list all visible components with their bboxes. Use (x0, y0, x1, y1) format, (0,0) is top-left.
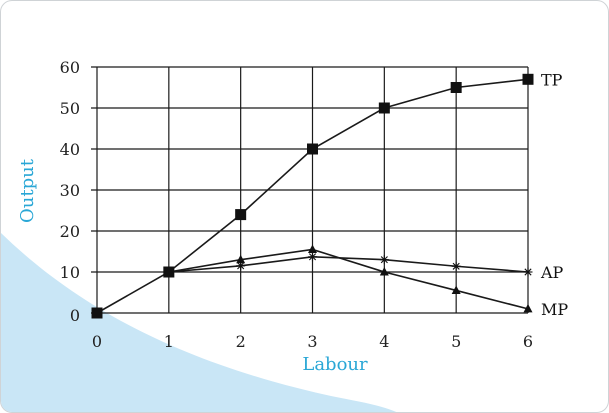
x-tick-label: 4 (379, 332, 389, 351)
x-tick-label: 0 (92, 332, 102, 351)
marker-tp (378, 102, 390, 114)
x-axis-label: Labour (302, 354, 368, 375)
grid-lines (91, 66, 529, 314)
y-tick-label: 0 (70, 306, 80, 325)
marker-tp (450, 82, 462, 93)
y-axis-label: Output (17, 158, 38, 223)
marker-ap (451, 261, 461, 271)
background-swoosh (1, 233, 397, 412)
y-tick-label: 10 (60, 263, 80, 282)
y-tick-label: 60 (60, 58, 80, 77)
y-tick-label: 20 (60, 222, 80, 241)
marker-mp (308, 244, 317, 253)
x-tick-label: 6 (523, 332, 533, 351)
x-tick-label: 3 (307, 332, 317, 351)
marker-ap (308, 252, 317, 262)
marker-mp (379, 267, 389, 276)
x-tick-label: 2 (236, 332, 246, 351)
marker-tp (235, 209, 247, 221)
x-tick-label: 1 (164, 332, 174, 351)
marker-mp (523, 303, 533, 313)
series-line-ap (168, 256, 529, 273)
marker-ap (379, 255, 389, 265)
marker-mp (451, 285, 461, 294)
y-tick-label: 50 (60, 99, 80, 118)
series-label-mp: MP (541, 300, 568, 319)
marker-mp (164, 267, 174, 276)
y-tick-label: 40 (60, 140, 80, 159)
marker-mp (236, 254, 246, 264)
x-tick-label: 5 (451, 332, 461, 351)
marker-ap (523, 267, 533, 277)
series-markers (91, 73, 534, 319)
marker-tp (307, 143, 318, 155)
series-label-ap: AP (540, 263, 564, 282)
series-labels: TP AP MP (540, 70, 568, 319)
y-tick-label: 30 (60, 181, 80, 200)
marker-ap (236, 261, 246, 271)
marker-tp (91, 307, 103, 319)
series-label-tp: TP (541, 70, 563, 89)
series-line-mp (168, 248, 529, 310)
marker-tp (522, 73, 534, 85)
